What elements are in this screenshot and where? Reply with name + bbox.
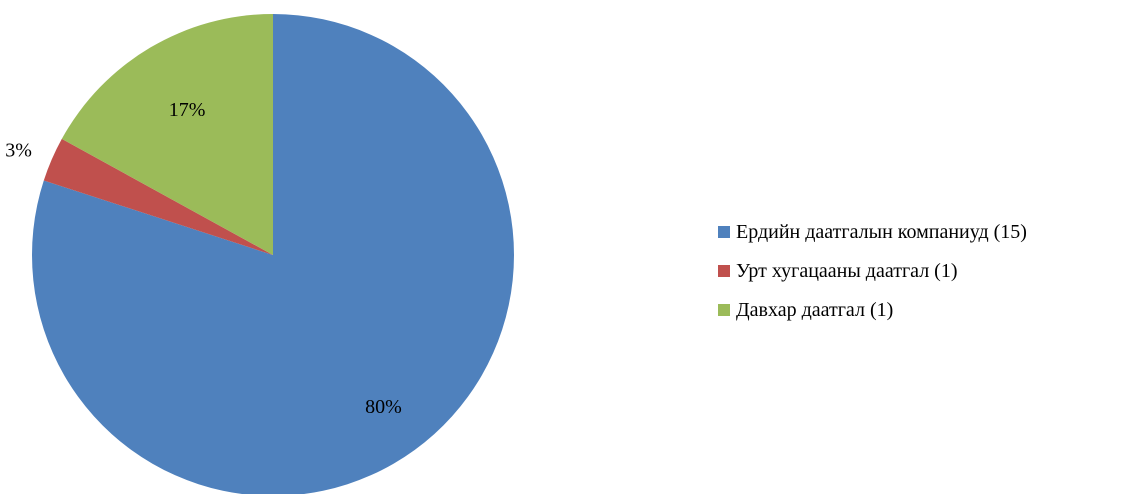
legend-item-reinsurance: Давхар даатгал (1): [718, 290, 1133, 329]
legend-label-regular-insurance: Ердийн даатгалын компаниуд (15): [736, 220, 1027, 243]
pie-slice-reinsurance: [61, 14, 273, 255]
legend-label-long-term-insurance: Урт хугацааны даатгал (1): [736, 259, 958, 282]
data-label-reinsurance: 17%: [169, 99, 206, 121]
pie-data-labels: 80% 3% 17%: [5, 99, 402, 418]
pie-slice-long-term-insurance: [43, 138, 273, 255]
legend-swatch-reinsurance: [718, 303, 730, 316]
legend-swatch-regular-insurance: [718, 225, 730, 238]
legend-label-reinsurance: Давхар даатгал (1): [736, 298, 894, 321]
legend: Ердийн даатгалын компаниуд (15) Урт хуга…: [718, 212, 1133, 329]
pie-slices: [32, 14, 514, 496]
legend-item-regular-insurance: Ердийн даатгалын компаниуд (15): [718, 212, 1133, 251]
legend-item-long-term-insurance: Урт хугацааны даатгал (1): [718, 251, 1133, 290]
data-label-long-term-insurance: 3%: [5, 140, 32, 162]
data-label-regular-insurance: 80%: [365, 396, 402, 418]
legend-swatch-long-term-insurance: [718, 264, 730, 277]
